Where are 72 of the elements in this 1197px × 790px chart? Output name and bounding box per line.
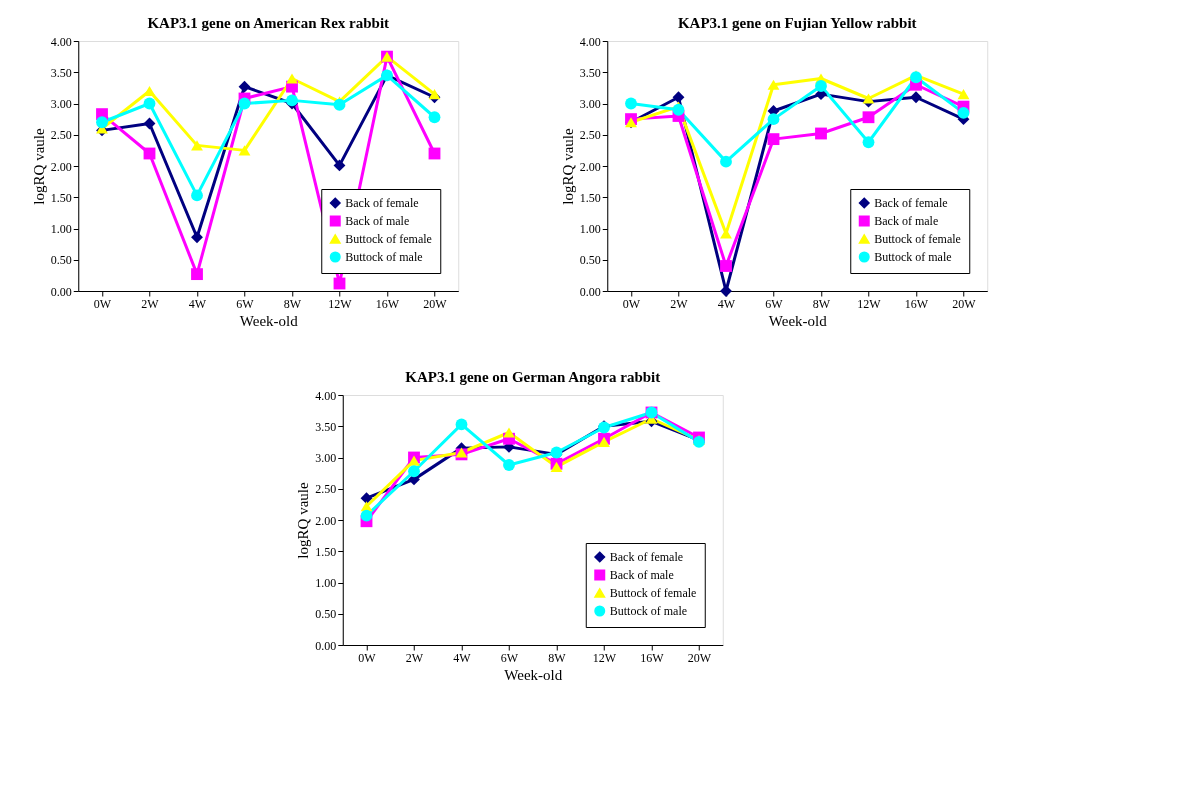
chart-title: KAP3.1 gene on Fujian Yellow rabbit: [677, 15, 917, 31]
y-tick-label: 0.00: [315, 638, 337, 653]
x-tick-label: 6W: [500, 650, 519, 665]
y-tick-label: 3.50: [50, 65, 72, 80]
legend-label: Buttock of male: [609, 604, 688, 618]
legend-label: Buttock of female: [874, 232, 961, 246]
y-tick-label: 1.50: [50, 190, 72, 205]
y-tick-label: 1.50: [315, 544, 337, 559]
y-tick-label: 0.00: [50, 284, 72, 299]
y-tick-label: 2.50: [50, 128, 72, 143]
y-tick-label: 3.00: [50, 97, 72, 111]
x-tick-label: 12W: [328, 296, 353, 311]
y-tick-label: 4.00: [315, 388, 337, 403]
y-axis-title: logRQ vaule: [559, 128, 576, 205]
y-tick-label: 0.50: [315, 607, 337, 622]
x-tick-label: 16W: [640, 650, 665, 665]
y-tick-label: 2.50: [579, 128, 601, 143]
legend-label: Back of male: [345, 214, 410, 228]
x-tick-label: 8W: [548, 650, 567, 665]
y-tick-label: 1.00: [579, 222, 601, 236]
y-axis-title: logRQ vaule: [295, 482, 312, 559]
y-tick-label: 1.00: [50, 222, 72, 236]
x-tick-label: 2W: [405, 650, 424, 665]
x-axis-title: Week-old: [504, 666, 563, 683]
y-tick-label: 2.00: [315, 513, 337, 528]
x-axis-title: Week-old: [239, 312, 299, 329]
x-tick-label: 2W: [141, 296, 160, 311]
legend-label: Back of female: [609, 550, 684, 564]
y-tick-label: 1.00: [315, 576, 337, 590]
x-tick-label: 12W: [857, 296, 882, 311]
y-tick-label: 4.00: [50, 34, 72, 49]
x-tick-label: 0W: [622, 296, 641, 311]
x-tick-label: 16W: [375, 296, 400, 311]
chart-title: KAP3.1 gene on American Rex rabbit: [147, 15, 390, 31]
x-tick-label: 20W: [687, 650, 712, 665]
y-tick-label: 3.00: [579, 97, 601, 111]
legend-label: Buttock of male: [874, 250, 952, 264]
x-tick-label: 0W: [93, 296, 112, 311]
x-tick-label: 6W: [765, 296, 784, 311]
x-tick-label: 16W: [904, 296, 929, 311]
y-axis-title: logRQ vaule: [30, 128, 47, 205]
y-tick-label: 2.50: [315, 482, 337, 497]
x-tick-label: 20W: [423, 296, 448, 311]
y-tick-label: 3.00: [315, 451, 337, 465]
legend-label: Back of female: [345, 196, 419, 210]
x-tick-label: 0W: [358, 650, 377, 665]
legend-label: Buttock of female: [609, 586, 697, 600]
legend-label: Buttock of female: [345, 232, 432, 246]
x-tick-label: 20W: [952, 296, 977, 311]
x-tick-label: 8W: [812, 296, 831, 311]
x-tick-label: 12W: [592, 650, 617, 665]
chart-title: KAP3.1 gene on German Angora rabbit: [405, 369, 661, 385]
y-tick-label: 3.50: [315, 419, 337, 434]
x-tick-label: 4W: [188, 296, 207, 311]
y-tick-label: 1.50: [579, 190, 601, 205]
x-tick-label: 2W: [670, 296, 689, 311]
y-tick-label: 2.00: [579, 159, 601, 174]
legend-label: Buttock of male: [345, 250, 423, 264]
y-tick-label: 0.00: [579, 284, 601, 299]
x-tick-label: 4W: [453, 650, 472, 665]
y-tick-label: 2.00: [50, 159, 72, 174]
legend-label: Back of male: [609, 568, 674, 582]
y-tick-label: 3.50: [579, 65, 601, 80]
x-tick-label: 8W: [283, 296, 302, 311]
x-tick-label: 6W: [236, 296, 255, 311]
y-tick-label: 4.00: [579, 34, 601, 49]
y-tick-label: 0.50: [579, 253, 601, 268]
x-axis-title: Week-old: [768, 312, 828, 329]
x-tick-label: 4W: [717, 296, 736, 311]
legend-label: Back of male: [874, 214, 939, 228]
legend-label: Back of female: [874, 196, 948, 210]
y-tick-label: 0.50: [50, 253, 72, 268]
